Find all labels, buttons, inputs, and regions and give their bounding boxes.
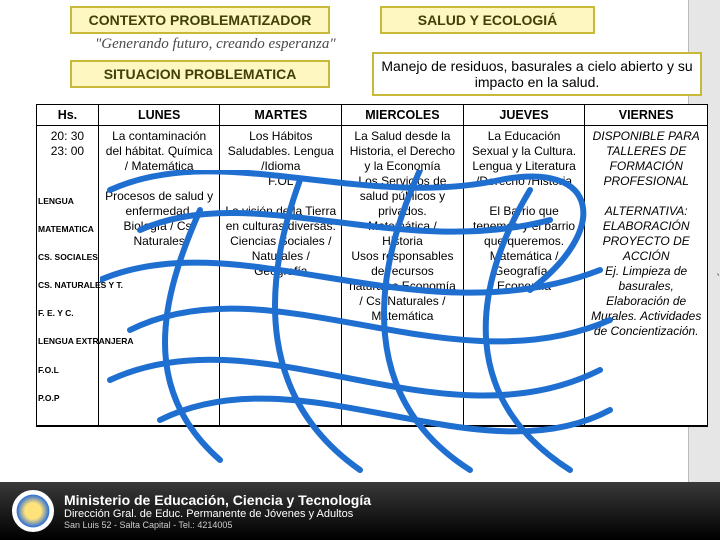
header-desc: Manejo de residuos, basurales a cielo ab… [372,52,702,96]
schedule-table: Hs. LUNES MARTES MIERCOLES JUEVES VIERNE… [36,104,708,427]
subj-fol: F.O.L [38,359,134,381]
footer: Ministerio de Educación, Ciencia y Tecno… [0,482,720,540]
th-hs: Hs. [37,105,99,126]
table-body-row: 20: 30 23: 00 La contaminación del hábit… [37,126,707,426]
subj-sociales: CS. SOCIALES [38,246,134,268]
subj-extranjera: LENGUA EXTRANJERA [38,330,134,352]
header-situacion: SITUACION PROBLEMATICA [70,60,330,88]
th-viernes: VIERNES [585,105,707,126]
footer-logo-icon [12,490,54,532]
subject-sidebar: LENGUA MATEMATICA CS. SOCIALES CS. NATUR… [38,190,134,415]
subj-lengua: LENGUA [38,190,134,212]
table-header-row: Hs. LUNES MARTES MIERCOLES JUEVES VIERNE… [37,105,707,126]
subj-naturales: CS. NATURALES Y T. [38,274,134,296]
td-jueves: La Educación Sexual y la Cultura. Lengua… [464,126,586,426]
header-salud: SALUD Y ECOLOGIÁ [380,6,595,34]
subj-matematica: MATEMATICA [38,218,134,240]
subj-feyc: F. E. Y C. [38,302,134,324]
th-miercoles: MIERCOLES [342,105,464,126]
subj-pop: P.O.P [38,387,134,409]
motto-text: "Generando futuro, creando esperanza" [95,36,336,53]
td-martes: Los Hábitos Saludables. Lengua /Idioma F… [220,126,342,426]
footer-text: Ministerio de Educación, Ciencia y Tecno… [64,492,371,530]
td-viernes: DISPONIBLE PARA TALLERES DE FORMACIÓN PR… [585,126,707,426]
th-lunes: LUNES [99,105,221,126]
th-jueves: JUEVES [464,105,586,126]
footer-line3: San Luis 52 - Salta Capital - Tel.: 4214… [64,520,371,530]
footer-line1: Ministerio de Educación, Ciencia y Tecno… [64,492,371,508]
footer-line2: Dirección Gral. de Educ. Permanente de J… [64,508,371,520]
td-miercoles: La Salud desde la Historia, el Derecho y… [342,126,464,426]
th-martes: MARTES [220,105,342,126]
header-contexto: CONTEXTO PROBLEMATIZADOR [70,6,330,34]
